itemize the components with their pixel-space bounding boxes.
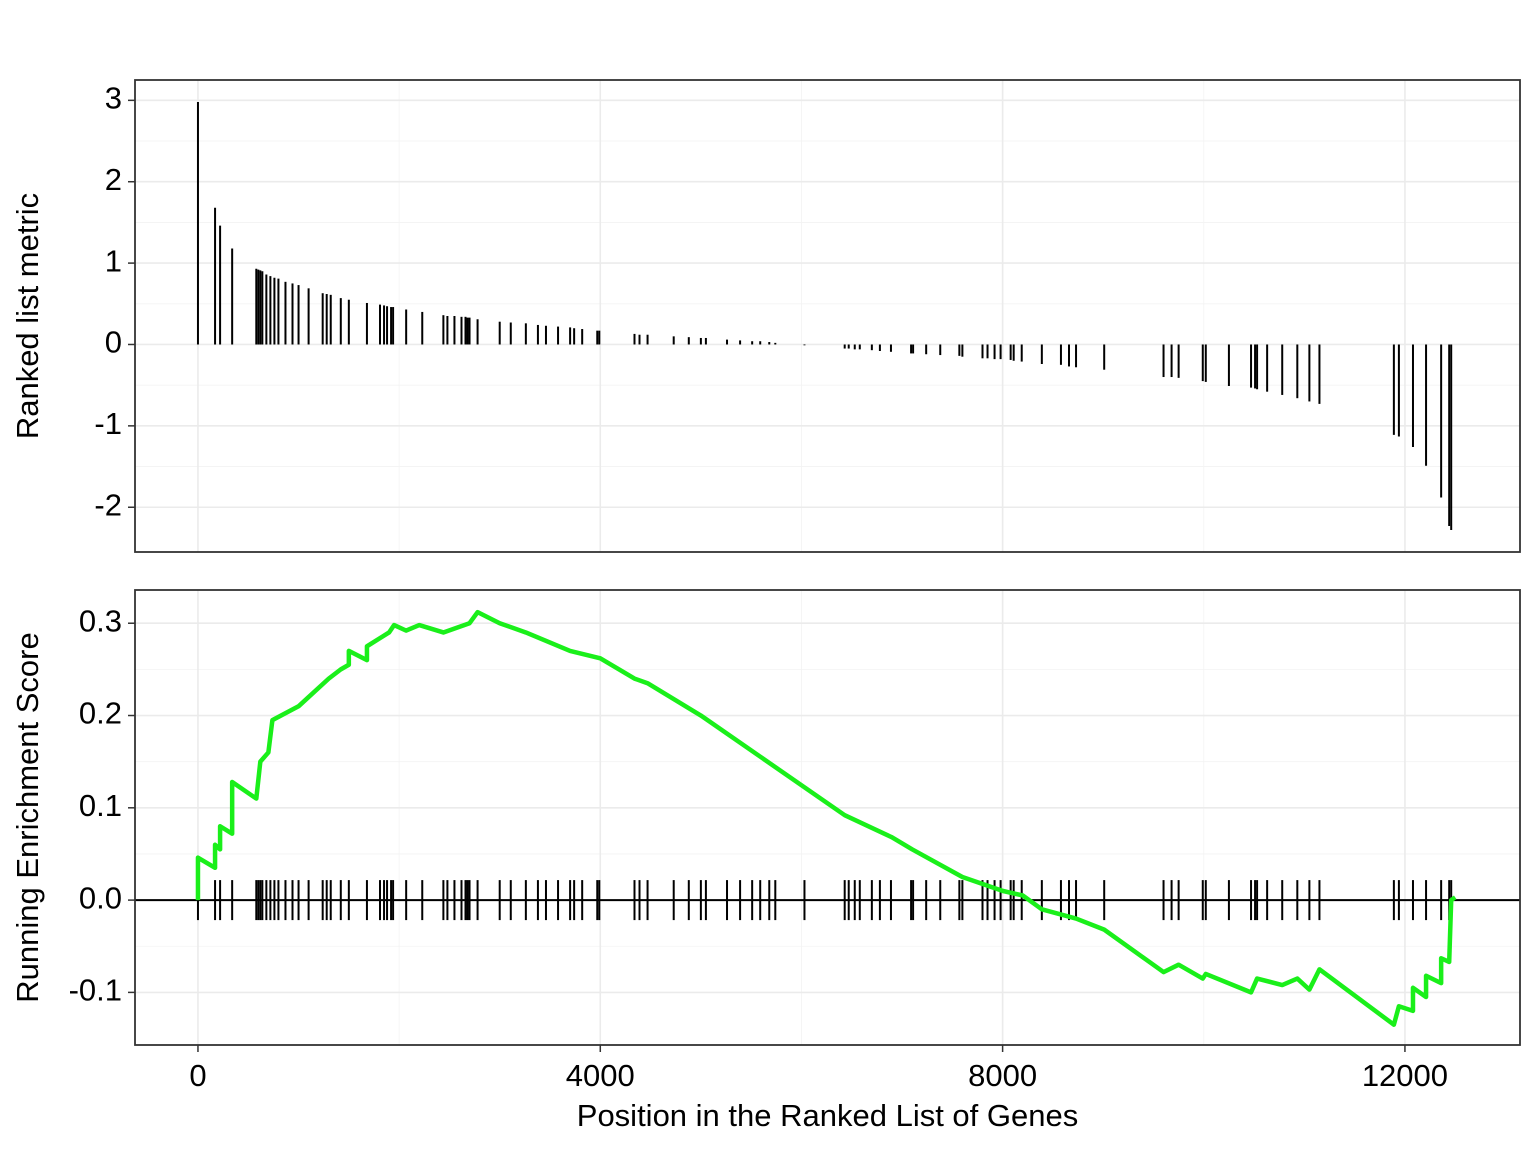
- y-tick-label: -1: [94, 406, 122, 441]
- y-tick-label: 0: [105, 325, 122, 360]
- x-axis-title: Position in the Ranked List of Genes: [577, 1098, 1078, 1133]
- y-tick-label: -0.1: [69, 973, 122, 1008]
- x-tick-label: 8000: [968, 1058, 1037, 1093]
- y-tick-label: 3: [105, 81, 122, 116]
- y-axis-title: Running Enrichment Score: [10, 632, 45, 1002]
- y-axis-title: Ranked list metric: [10, 193, 45, 439]
- enrichment-line: [195, 609, 1457, 1027]
- x-tick-label: 0: [189, 1058, 206, 1093]
- panel-border: [134, 589, 1521, 1046]
- y-tick-label: 0.1: [79, 788, 122, 823]
- x-tick-label: 4000: [566, 1058, 635, 1093]
- y-tick-label: 0.0: [79, 880, 122, 915]
- panel-border: [134, 79, 1521, 553]
- y-tick-label: 0.3: [79, 603, 122, 638]
- y-tick-label: 2: [105, 162, 122, 197]
- y-tick-label: -2: [94, 487, 122, 522]
- y-tick-label: 1: [105, 243, 122, 278]
- x-tick-label: 12000: [1362, 1058, 1448, 1093]
- y-tick-label: 0.2: [79, 696, 122, 731]
